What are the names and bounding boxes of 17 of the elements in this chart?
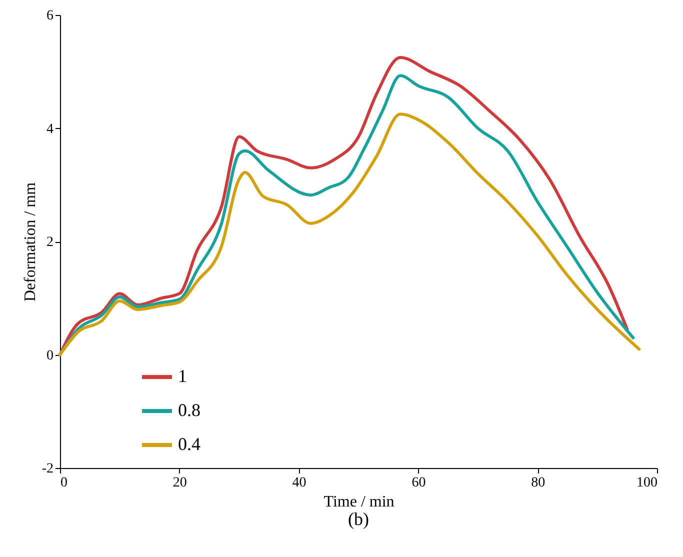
x-tick-label: 20	[172, 476, 187, 490]
x-tick-label: 100	[636, 476, 658, 490]
x-tick-label: 0	[60, 476, 68, 490]
legend-label: 0.8	[178, 400, 200, 420]
y-tick-label: -2	[42, 462, 54, 476]
x-tick-label: 60	[412, 476, 426, 490]
y-tick-label: 0	[46, 348, 54, 364]
legend-label: 1	[178, 366, 187, 386]
x-tick-label: 80	[531, 476, 546, 490]
y-tick-label: 4	[46, 122, 54, 137]
y-axis-title: Deformation / mm	[22, 182, 39, 302]
y-tick-label: 2	[46, 235, 54, 250]
text: (b)	[348, 509, 369, 529]
x-axis-title: Time / min	[324, 494, 394, 510]
y-tick-label: 6	[46, 8, 54, 24]
x-tick-label: 40	[292, 476, 306, 490]
legend-label: 0.4	[178, 434, 200, 454]
